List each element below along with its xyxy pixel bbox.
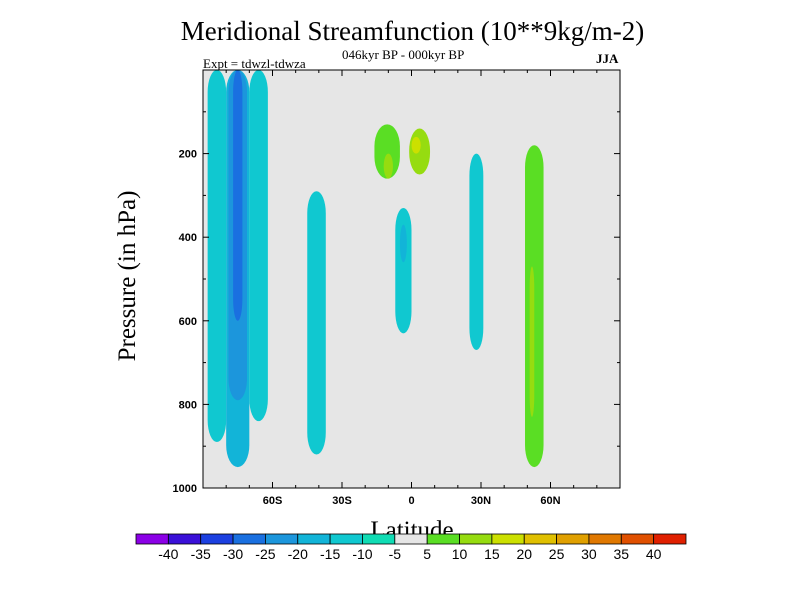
colorbar-swatch-6 — [329, 533, 363, 545]
colorbar-label: -20 — [288, 546, 308, 562]
colorbar-swatch-2 — [200, 533, 234, 545]
colorbar-swatch-12 — [523, 533, 557, 545]
x-tick-label: 0 — [408, 495, 414, 507]
colorbar-label: -40 — [158, 546, 178, 562]
experiment-label: Expt = tdwzl-tdwza — [203, 56, 306, 71]
colorbar-label: 20 — [516, 546, 532, 562]
contour-region-15 — [395, 207, 412, 334]
x-tick-label: 30N — [471, 495, 491, 507]
chart-subtitle: 046kyr BP - 000kyr BP — [342, 47, 465, 62]
colorbar-swatch-1 — [167, 533, 202, 545]
colorbar-swatch-15 — [620, 533, 655, 545]
colorbar-label: -30 — [223, 546, 243, 562]
colorbar-swatch-11 — [491, 533, 525, 545]
colorbar-swatch-3 — [232, 533, 266, 545]
colorbar-label: 40 — [646, 546, 662, 562]
x-tick-label: 30S — [332, 495, 352, 507]
contour-region-16 — [399, 224, 407, 263]
colorbar-label: 5 — [423, 546, 431, 562]
contour-region-24 — [557, 70, 563, 116]
contour-region-13 — [379, 187, 398, 463]
contour-region-10 — [409, 128, 431, 175]
colorbar-label: -35 — [191, 546, 211, 562]
contour-region-8 — [374, 124, 400, 179]
contour-region-0 — [207, 70, 227, 443]
colorbar-label: -25 — [255, 546, 275, 562]
colorbar-label: 15 — [484, 546, 500, 562]
y-tick-label: 600 — [179, 316, 197, 328]
contour-region-20 — [494, 70, 500, 121]
y-tick-label: 200 — [179, 149, 197, 161]
colorbar-swatch-13 — [556, 533, 590, 545]
contour-region-19 — [469, 153, 484, 351]
contour-region-9 — [383, 153, 393, 179]
contour-region-4 — [249, 70, 268, 422]
colorbar-swatch-9 — [426, 533, 460, 545]
colorbar-swatch-5 — [297, 533, 331, 545]
contour-region-5 — [307, 191, 326, 455]
colorbar-swatch-14 — [588, 533, 622, 545]
colorbar-swatch-7 — [362, 533, 396, 545]
colorbar-swatch-8 — [394, 533, 428, 545]
contour-region-12 — [409, 70, 421, 125]
season-label: JJA — [596, 51, 619, 66]
colorbar-label: -10 — [352, 546, 372, 562]
x-tick-label: 60S — [263, 495, 283, 507]
contour-region-18 — [434, 187, 451, 376]
colorbar-label: -15 — [320, 546, 340, 562]
chart-title: Meridional Streamfunction (10**9kg/m-2) — [180, 16, 645, 46]
colorbar-swatch-4 — [265, 533, 299, 545]
contour-region-17 — [404, 383, 419, 463]
contour-region-25 — [573, 370, 576, 401]
y-tick-label: 400 — [179, 232, 197, 244]
colorbar-swatch-10 — [459, 533, 493, 545]
y-tick-label: 1000 — [173, 483, 197, 495]
contour-region-3 — [233, 70, 243, 321]
contour-region-6 — [344, 212, 382, 468]
colorbar-label: 35 — [614, 546, 630, 562]
y-tick-label: 800 — [179, 399, 197, 411]
colorbar-label: 10 — [452, 546, 468, 562]
colorbar-swatch-16 — [653, 533, 687, 545]
colorbar-label: 30 — [581, 546, 597, 562]
colorbar-label: 25 — [549, 546, 565, 562]
colorbar-label: -5 — [389, 546, 402, 562]
contour-region-11 — [411, 136, 421, 154]
x-tick-label: 60N — [540, 495, 560, 507]
colorbar-swatch-0 — [135, 533, 169, 545]
contour-region-23 — [529, 266, 535, 417]
